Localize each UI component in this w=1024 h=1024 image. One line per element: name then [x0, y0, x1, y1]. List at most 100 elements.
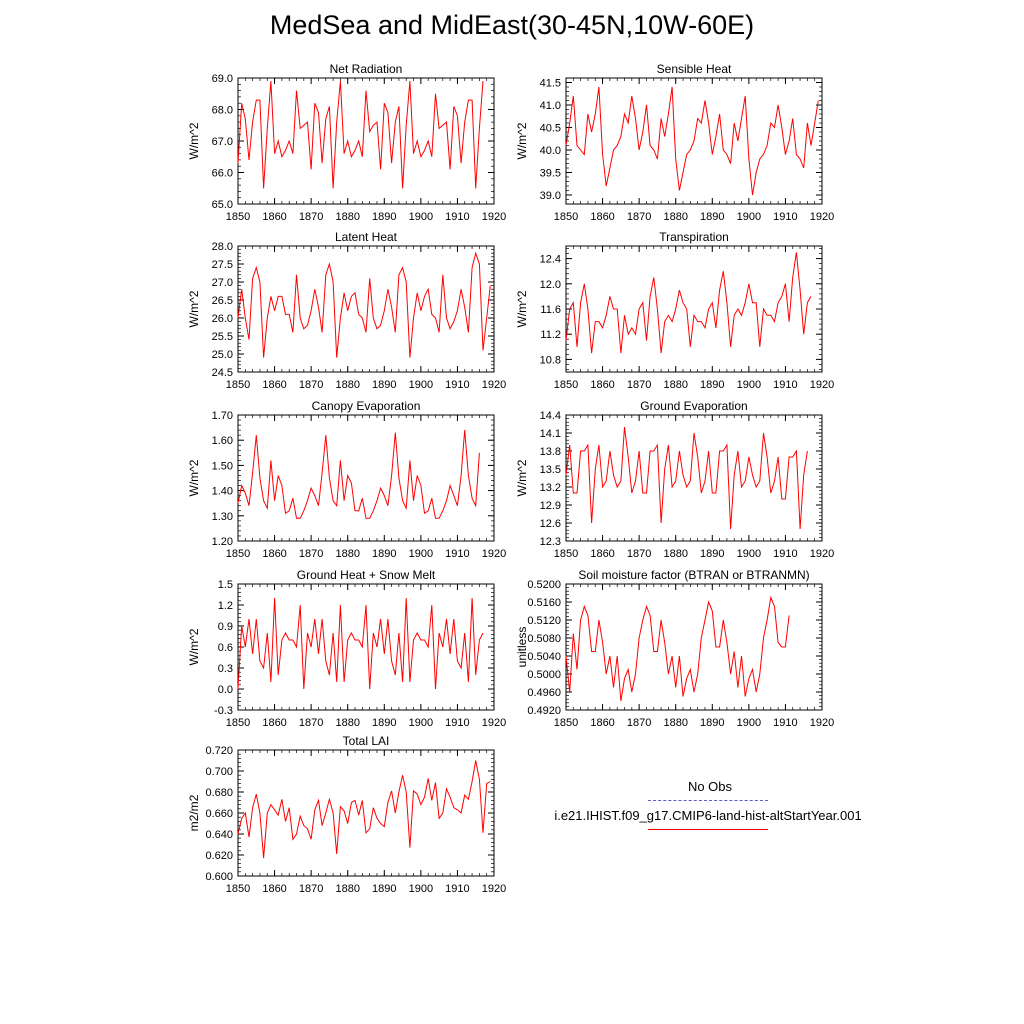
y-tick-label: 0.5040	[527, 651, 561, 663]
plot-frame	[565, 245, 823, 373]
x-tick-label: 1880	[335, 211, 359, 223]
y-tick-label: 0.4960	[527, 687, 561, 699]
y-tick-label: 14.1	[540, 428, 561, 440]
x-tick-label: 1860	[262, 211, 286, 223]
y-tick-label: 0.620	[205, 850, 233, 862]
y-tick-label: 14.4	[540, 410, 561, 422]
x-tick-label: 1890	[372, 379, 396, 391]
x-tick-label: 1890	[372, 548, 396, 560]
x-tick-label: 1920	[482, 379, 506, 391]
legend-obs-line	[648, 800, 768, 801]
series-line-1	[237, 81, 484, 189]
y-tick-label: 12.0	[540, 279, 561, 291]
y-axis-label: W/m^2	[187, 122, 201, 159]
panel-title: Total LAI	[343, 734, 390, 748]
x-tick-label: 1910	[773, 379, 797, 391]
x-tick-label: 1850	[226, 548, 250, 560]
y-tick-label: 0.9	[218, 621, 233, 633]
x-tick-label: 1900	[737, 379, 761, 391]
y-tick-label: 41.0	[540, 100, 561, 112]
y-axis-label: m2/m2	[187, 794, 201, 831]
plot-frame	[565, 583, 823, 711]
y-tick-label: 13.5	[540, 464, 561, 476]
y-tick-label: 1.5	[218, 579, 233, 591]
x-tick-label: 1910	[773, 717, 797, 729]
chart-panel-1: 1850 1860 1870 1880 1890 1900 1910 1920 65.0 66.0…	[187, 62, 506, 223]
chart-panel-4: 1850 1860 1870 1880 1890 1900 1910 1920 10.8 11.2…	[515, 230, 834, 391]
y-axis-label: W/m^2	[187, 459, 201, 496]
y-tick-label: 12.9	[540, 500, 561, 512]
x-tick-label: 1860	[590, 211, 614, 223]
y-tick-label: 12.4	[540, 254, 561, 266]
panel-title: Latent Heat	[335, 230, 398, 244]
x-tick-label: 1860	[262, 883, 286, 895]
x-tick-label: 1870	[299, 883, 323, 895]
x-tick-label: 1880	[663, 379, 687, 391]
y-axis-label: W/m^2	[515, 122, 529, 159]
x-tick-label: 1890	[372, 883, 396, 895]
y-tick-label: 0.5160	[527, 597, 561, 609]
x-tick-label: 1870	[299, 548, 323, 560]
x-tick-label: 1880	[663, 211, 687, 223]
x-tick-label: 1890	[372, 717, 396, 729]
y-tick-label: 13.2	[540, 482, 561, 494]
x-tick-label: 1850	[554, 548, 578, 560]
y-tick-label: 40.5	[540, 123, 561, 135]
y-tick-label: 11.6	[540, 304, 561, 316]
x-tick-label: 1850	[554, 211, 578, 223]
y-tick-label: 67.0	[212, 136, 233, 148]
x-tick-label: 1850	[554, 379, 578, 391]
y-tick-label: 24.5	[212, 367, 233, 379]
x-tick-label: 1850	[226, 379, 250, 391]
y-tick-label: 39.0	[540, 190, 561, 202]
x-tick-label: 1870	[299, 211, 323, 223]
x-tick-label: 1920	[810, 211, 834, 223]
legend-model-label: i.e21.IHIST.f09_g17.CMIP6-land-hist-altS…	[554, 808, 862, 823]
x-tick-label: 1900	[409, 211, 433, 223]
x-tick-label: 1860	[262, 717, 286, 729]
x-tick-label: 1870	[627, 548, 651, 560]
x-tick-label: 1870	[299, 379, 323, 391]
x-tick-label: 1890	[700, 548, 724, 560]
x-tick-label: 1910	[445, 548, 469, 560]
y-tick-label: 1.50	[212, 460, 233, 472]
panel-title: Sensible Heat	[657, 62, 732, 76]
y-tick-label: 11.2	[540, 329, 561, 341]
x-tick-label: 1890	[700, 379, 724, 391]
series-line-1	[565, 595, 790, 702]
chart-panel-7: 1850 1860 1870 1880 1890 1900 1910 1920 -0.3 0.0 0…	[187, 568, 506, 729]
legend-model-line	[648, 829, 768, 830]
x-tick-label: 1900	[409, 883, 433, 895]
x-tick-label: 1870	[627, 211, 651, 223]
series-line-1	[237, 597, 484, 690]
x-tick-label: 1900	[409, 717, 433, 729]
chart-panel-2: 1850 1860 1870 1880 1890 1900 1910 1920 39.0 39.5…	[515, 62, 834, 223]
x-tick-label: 1900	[737, 717, 761, 729]
x-tick-label: 1910	[445, 717, 469, 729]
x-tick-label: 1910	[445, 379, 469, 391]
panel-title: Transpiration	[659, 230, 729, 244]
x-tick-label: 1920	[810, 548, 834, 560]
y-tick-label: 41.5	[540, 78, 561, 90]
y-tick-label: 25.0	[212, 349, 233, 361]
series-line-1	[237, 251, 491, 358]
y-tick-label: 13.8	[540, 446, 561, 458]
x-tick-label: 1920	[482, 211, 506, 223]
y-tick-label: 10.8	[540, 354, 561, 366]
x-tick-label: 1850	[226, 211, 250, 223]
series-line-1	[565, 426, 808, 530]
y-axis-label: W/m^2	[515, 290, 529, 327]
panel-title: Ground Evaporation	[640, 399, 747, 413]
page-title: MedSea and MidEast(30-45N,10W-60E)	[269, 10, 755, 40]
x-tick-label: 1870	[299, 717, 323, 729]
y-tick-label: 12.3	[540, 536, 561, 548]
x-tick-label: 1910	[773, 548, 797, 560]
chart-panel-9: 1850 1860 1870 1880 1890 1900 1910 1920 0.600 0.6…	[187, 734, 506, 895]
x-tick-label: 1880	[335, 717, 359, 729]
x-tick-label: 1920	[482, 883, 506, 895]
x-tick-label: 1910	[445, 883, 469, 895]
x-tick-label: 1900	[737, 548, 761, 560]
plot-frame	[565, 414, 823, 542]
x-tick-label: 1870	[627, 717, 651, 729]
chart-panel-8: 1850 1860 1870 1880 1890 1900 1910 1920 0.4920 0.…	[515, 568, 834, 729]
